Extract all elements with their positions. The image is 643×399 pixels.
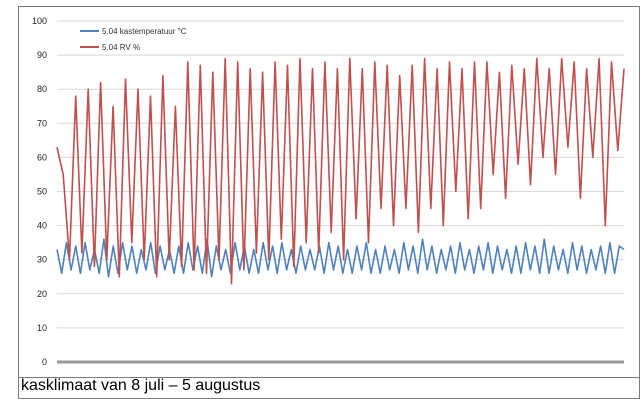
series-lines [56, 57, 625, 285]
y-tick-label: 30 [37, 255, 47, 265]
y-tick-label: 20 [37, 289, 47, 299]
y-tick-label: 40 [37, 221, 47, 231]
y-axis-ticks: 0 10 20 30 40 50 60 70 80 90 100 [32, 16, 47, 367]
y-tick-label: 0 [42, 357, 47, 367]
chart-caption: kasklimaat van 8 juli – 5 augustus [21, 377, 261, 394]
y-tick-label: 60 [37, 152, 47, 162]
y-tick-label: 70 [37, 118, 47, 128]
y-tick-label: 50 [37, 187, 47, 197]
series-line-kastemperatuur [56, 238, 625, 278]
y-tick-label: 100 [32, 16, 47, 26]
y-tick-label: 10 [37, 323, 47, 333]
y-tick-label: 90 [37, 50, 47, 60]
legend-label: 5.04 RV % [102, 43, 140, 52]
y-tick-label: 80 [37, 84, 47, 94]
series-line-rv [56, 57, 625, 285]
legend: 5.04 kastemperatuur °C 5.04 RV % [80, 27, 187, 52]
legend-label: 5.04 kastemperatuur °C [102, 27, 187, 36]
